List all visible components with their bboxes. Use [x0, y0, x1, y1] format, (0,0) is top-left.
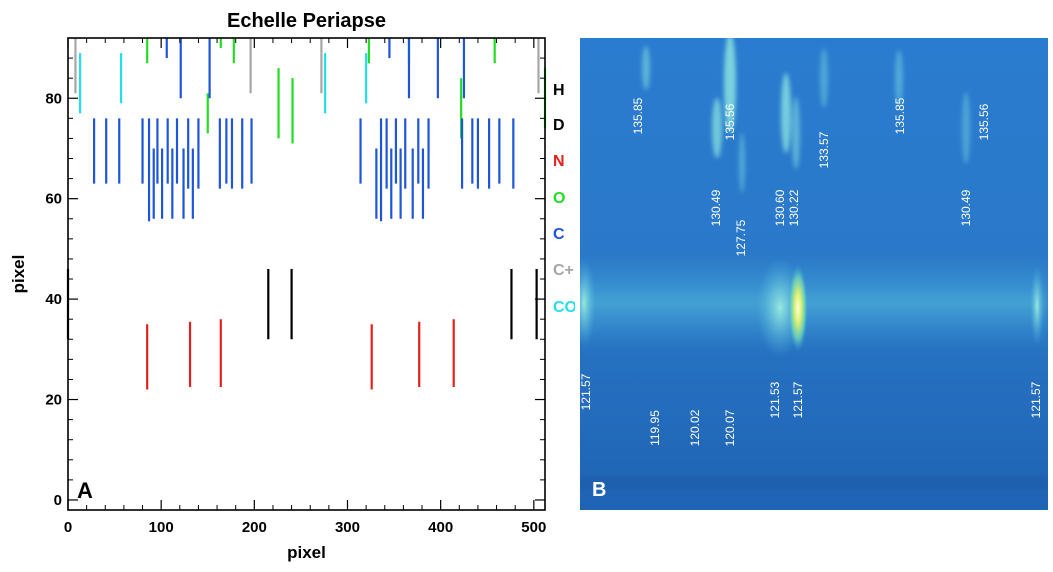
x-tick-label: 200: [242, 519, 267, 536]
chart-a: Echelle Periapse 0 100 200 300 400 500 0 20 40 60 8…: [9, 10, 577, 562]
legend-item-d: D: [553, 117, 565, 134]
legend-item-c: C: [553, 226, 565, 243]
wavelength-label: 130.49: [959, 189, 973, 226]
x-tick-label: 0: [64, 519, 72, 536]
blob-right: [1030, 266, 1044, 346]
y-tick-label: 60: [45, 191, 62, 208]
x-tick-label: 400: [428, 519, 453, 536]
horizontal-band: [580, 253, 1048, 353]
legend-item-h: H: [553, 82, 565, 99]
chart-title: Echelle Periapse: [227, 10, 386, 32]
panel-label-b: B: [592, 479, 606, 501]
x-axis-label: pixel: [287, 543, 326, 562]
wavelength-label: 121.53: [768, 381, 782, 418]
wavelength-label: 120.02: [688, 409, 702, 446]
y-tick-label: 20: [45, 392, 62, 409]
y-tick-label: 80: [45, 90, 62, 107]
x-tick-label: 300: [335, 519, 360, 536]
wavelength-label: 135.85: [631, 97, 645, 134]
wavelength-label: 133.57: [817, 131, 831, 168]
wavelength-label: 121.57: [580, 373, 593, 410]
wavelength-label: 130.49: [709, 189, 723, 226]
panel-a: Echelle Periapse 0 100 200 300 400 500 0 20 40 60 8…: [9, 10, 577, 562]
x-tick-label: 100: [149, 519, 174, 536]
panel-b-spectrum-image: 135.85 135.56 130.49 127.75 130.60 130.22 133.…: [580, 38, 1048, 510]
spectrum-image: 135.85 135.56 130.49 127.75 130.60 130.22 133.…: [580, 38, 1048, 510]
x-tick-label: 500: [521, 519, 546, 536]
dark-band: [580, 476, 1048, 490]
blob-left: [580, 258, 596, 348]
legend-item-o: O: [553, 190, 565, 207]
legend-item-cplus: C+: [553, 262, 574, 279]
wavelength-label: 130.22: [787, 189, 801, 226]
blob-bright: [788, 264, 808, 352]
y-tick-label: 0: [54, 492, 62, 509]
wavelength-label: 121.57: [791, 381, 805, 418]
wavelength-label: 135.56: [977, 103, 991, 140]
y-axis-label: pixel: [9, 255, 28, 294]
plot-frame: [67, 37, 546, 511]
wavelength-label: 121.57: [1029, 381, 1043, 418]
panel-label-a: A: [77, 478, 93, 503]
wavelength-label: 120.07: [723, 409, 737, 446]
wavelength-label: 135.85: [893, 97, 907, 134]
y-tick-label: 40: [45, 291, 62, 308]
wavelength-label: 135.56: [723, 103, 737, 140]
wavelength-label: 130.60: [773, 189, 787, 226]
legend-item-co: CO: [553, 299, 575, 316]
emission-streaks: [642, 38, 970, 193]
wavelength-label: 127.75: [734, 219, 748, 256]
wavelength-label: 119.95: [648, 410, 662, 446]
spectrum-labels: 135.85 135.56 130.49 127.75 130.60 130.22 133.…: [580, 97, 1043, 446]
legend-item-n: N: [553, 153, 565, 170]
